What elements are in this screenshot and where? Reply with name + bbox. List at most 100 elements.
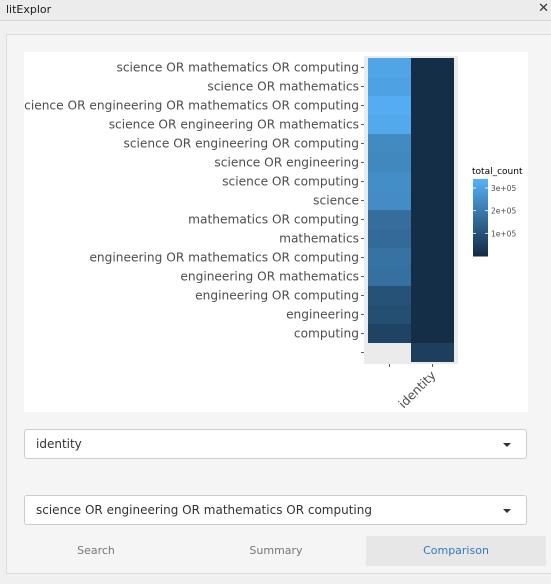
identity-select-value: identity xyxy=(36,437,82,451)
heatmap-cell xyxy=(411,115,454,134)
heatmap-cell xyxy=(411,191,454,210)
legend-gradient-segment xyxy=(473,221,488,224)
query-select[interactable]: science OR engineering OR mathematics OR… xyxy=(24,495,527,525)
tab-comparison[interactable]: Comparison xyxy=(366,536,546,566)
legend-gradient-segment xyxy=(473,205,488,209)
y-tick-label: science OR engineering OR mathematics OR… xyxy=(24,99,359,113)
heatmap-cell xyxy=(411,210,454,229)
tab-comparison-label: Comparison xyxy=(423,544,489,557)
y-tick-label: science OR engineering xyxy=(214,156,359,170)
legend-gradient-segment xyxy=(473,215,488,218)
heatmap-cell xyxy=(368,305,411,324)
chevron-down-icon[interactable] xyxy=(503,509,511,513)
heatmap-cell xyxy=(368,267,411,286)
legend-gradient-segment xyxy=(473,236,488,240)
legend-gradient-segment xyxy=(473,180,488,184)
query-select-value: science OR engineering OR mathematics OR… xyxy=(36,503,372,517)
tab-search[interactable]: Search xyxy=(6,536,186,566)
legend-gradient-segment xyxy=(473,194,488,197)
heatmap-cell xyxy=(411,153,454,172)
legend-gradient-segment xyxy=(473,179,488,182)
x-tick-label: identity xyxy=(396,368,439,411)
heatmap-cell xyxy=(411,229,454,248)
y-tick-label: mathematics xyxy=(279,232,359,246)
heatmap-cell xyxy=(368,77,411,96)
legend-gradient-segment xyxy=(473,244,488,247)
legend-gradient-segment xyxy=(473,198,488,201)
tab-bar: Search Summary Comparison xyxy=(6,536,551,566)
heatmap-cell xyxy=(411,324,454,343)
y-tick-label: engineering xyxy=(286,308,359,322)
legend-gradient-segment xyxy=(473,200,488,203)
heatmap-cell xyxy=(411,248,454,267)
legend-title: total_count xyxy=(472,167,523,177)
heatmap-cell xyxy=(411,286,454,305)
legend-gradient-segment xyxy=(473,184,488,188)
heatmap-cell xyxy=(411,267,454,286)
legend-gradient-segment xyxy=(473,209,488,213)
legend-gradient-segment xyxy=(473,230,488,234)
legend-gradient-segment xyxy=(473,246,488,249)
legend-gradient-segment xyxy=(473,186,488,190)
legend-gradient-segment xyxy=(473,213,488,217)
y-tick-label: science xyxy=(313,194,359,208)
window-title: litExplor xyxy=(6,3,52,16)
legend-gradient-segment xyxy=(473,188,488,192)
legend-gradient-segment xyxy=(473,252,488,255)
close-icon[interactable]: ✕ xyxy=(538,1,549,16)
y-tick-label: computing xyxy=(294,327,359,341)
identity-select[interactable]: identity xyxy=(24,429,527,459)
legend-break-label: 3e+05 xyxy=(491,184,516,193)
legend-gradient-segment xyxy=(473,238,488,242)
legend-break-label: 1e+05 xyxy=(491,229,516,238)
heatmap-cell xyxy=(411,305,454,324)
y-tick-label: engineering OR mathematics xyxy=(180,270,359,284)
legend-gradient-segment xyxy=(473,232,488,236)
legend-gradient-segment xyxy=(473,223,488,226)
legend-gradient-segment xyxy=(473,234,488,238)
heatmap-cell xyxy=(411,58,454,77)
legend-gradient-segment xyxy=(473,207,488,211)
heatmap-cell xyxy=(368,286,411,305)
heatmap-cell xyxy=(411,172,454,191)
heatmap-chart: science OR mathematics OR computing scien… xyxy=(18,56,523,411)
legend-gradient-segment xyxy=(473,192,488,195)
heatmap-cell xyxy=(368,343,411,362)
heatmap-cell xyxy=(411,343,454,362)
heatmap-cell xyxy=(368,172,411,191)
legend-gradient-segment xyxy=(473,229,488,232)
legend-gradient-segment xyxy=(473,242,488,245)
legend-gradient-segment xyxy=(473,196,488,199)
legend-gradient-segment xyxy=(473,211,488,215)
legend-gradient-segment xyxy=(473,202,488,205)
heatmap-cell xyxy=(368,229,411,248)
heatmap-cell xyxy=(368,324,411,343)
heatmap-cell xyxy=(368,153,411,172)
legend-gradient-segment xyxy=(473,217,488,220)
y-tick-label: science OR mathematics xyxy=(207,80,359,94)
title-bar: litExplor ✕ xyxy=(0,0,551,21)
y-tick-label: science OR engineering OR mathematics xyxy=(109,118,359,132)
tab-summary[interactable]: Summary xyxy=(186,536,366,566)
y-tick-label: engineering OR mathematics OR computing xyxy=(89,251,359,265)
y-tick-label: science OR engineering OR computing xyxy=(123,137,359,151)
legend-gradient-segment xyxy=(473,190,488,193)
legend-gradient-segment xyxy=(473,219,488,222)
heatmap-cell xyxy=(368,96,411,115)
heatmap-cell xyxy=(411,96,454,115)
tab-search-label: Search xyxy=(77,544,115,557)
legend-gradient-segment xyxy=(473,204,488,207)
legend-gradient-segment xyxy=(473,227,488,230)
heatmap-cell xyxy=(368,248,411,267)
heatmap-cell xyxy=(411,134,454,153)
heatmap-cell xyxy=(368,115,411,134)
y-tick-label: mathematics OR computing xyxy=(188,213,359,227)
y-tick-label: science OR mathematics OR computing xyxy=(117,61,360,75)
legend-gradient-segment xyxy=(473,240,488,244)
heatmap-cell xyxy=(368,134,411,153)
legend-gradient-segment xyxy=(473,182,488,186)
legend-gradient-segment xyxy=(473,225,488,228)
chevron-down-icon[interactable] xyxy=(503,443,511,447)
heatmap-plot: science OR mathematics OR computing scien… xyxy=(18,52,528,412)
heatmap-cell xyxy=(368,191,411,210)
